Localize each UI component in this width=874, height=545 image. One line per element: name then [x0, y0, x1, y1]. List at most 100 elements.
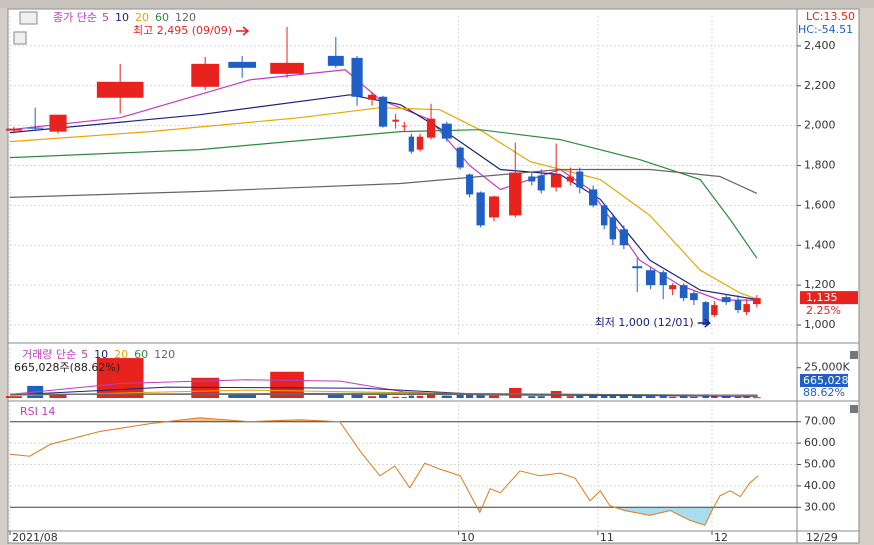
- candle-body: [367, 94, 377, 100]
- x-tick-label: 11: [600, 531, 614, 544]
- pane-button[interactable]: [850, 351, 858, 359]
- pane-button[interactable]: [850, 405, 858, 413]
- legend-entry: 60: [155, 11, 169, 24]
- candle-body: [488, 196, 500, 218]
- candle-body: [476, 192, 485, 226]
- candle-body: [690, 293, 698, 301]
- candle-body: [191, 63, 220, 87]
- volume-bar: [753, 397, 761, 399]
- x-end-label: 12/29: [806, 531, 838, 544]
- change-rate: 2.25%: [806, 304, 841, 317]
- moving-average: [9, 168, 758, 198]
- candle-body: [392, 119, 399, 122]
- legend-entry: 10: [115, 11, 129, 24]
- candle-body: [509, 172, 522, 216]
- volume-bar: [509, 387, 522, 398]
- volume-bar: [228, 394, 257, 398]
- y-tick-label: 2,200: [804, 79, 836, 92]
- annotation-arrow: [236, 26, 250, 36]
- candle-body: [528, 176, 536, 182]
- moving-average: [9, 69, 760, 301]
- y-tick-label: 70.00: [804, 415, 836, 428]
- legend-label: 종가 단순: [53, 11, 97, 24]
- legend-entry: 10: [94, 348, 108, 361]
- candle-body: [466, 174, 474, 195]
- candle-body: [401, 125, 407, 127]
- top-strip: [0, 0, 874, 8]
- candle-body: [679, 285, 688, 299]
- moving-average: [9, 129, 758, 259]
- candle-body: [566, 176, 574, 182]
- volume-header: 665,028주(88.62%): [14, 361, 120, 374]
- volume-bar: [191, 377, 220, 398]
- annotation: 최저 1,000 (12/01): [595, 316, 694, 329]
- candle-body: [378, 96, 388, 127]
- legend-entry: 20: [114, 348, 128, 361]
- volume-bar: [576, 395, 584, 398]
- candle-body: [426, 118, 436, 138]
- y-tick-label: 60.00: [804, 436, 836, 449]
- x-tick-label: 2021/08: [12, 531, 58, 544]
- last-volume: 665,028: [803, 374, 849, 387]
- candle-body: [49, 114, 67, 132]
- y-tick-label: 40.00: [804, 479, 836, 492]
- volume-bar: [466, 394, 474, 398]
- volume-bar: [711, 396, 718, 398]
- overbought-fill: [10, 417, 759, 422]
- candle-body: [659, 272, 667, 286]
- hc-label: HC:-54.51: [798, 23, 853, 36]
- chart-area: [7, 8, 860, 544]
- grid-button[interactable]: [13, 31, 27, 45]
- last-price-box: [800, 291, 858, 305]
- volume-bar: [488, 395, 500, 398]
- candle-body: [669, 285, 677, 290]
- y-tick-label: 50.00: [804, 458, 836, 471]
- volume-ratio: 88.62%: [803, 386, 845, 399]
- volume-bar: [401, 397, 407, 399]
- volume-bar: [566, 396, 574, 398]
- legend-entry: 20: [135, 11, 149, 24]
- lc-label: LC:13.50: [806, 10, 855, 23]
- moving-average: [9, 94, 761, 301]
- candle-body: [327, 55, 344, 66]
- volume-bar: [669, 396, 677, 398]
- volume-bar: [734, 396, 742, 398]
- annotation: 최고 2,495 (09/09): [133, 24, 232, 37]
- volume-bar: [645, 394, 656, 398]
- y-tick-label: 1,600: [804, 198, 836, 211]
- legend-entry: 5: [81, 348, 88, 361]
- volume-bar: [690, 396, 698, 398]
- legend-label: 거래량 단순: [22, 348, 76, 361]
- y-tick-label: 30.00: [804, 500, 836, 513]
- moving-average: [9, 107, 761, 301]
- volume-bar: [619, 394, 628, 398]
- volume-bar: [351, 393, 363, 398]
- candle-body: [96, 81, 144, 98]
- candle-body: [576, 171, 584, 188]
- volume-bar: [721, 396, 731, 398]
- candle-body: [456, 147, 464, 168]
- legend-entry: 5: [102, 11, 109, 24]
- volume-bar: [441, 395, 452, 398]
- candle-body: [702, 302, 709, 326]
- candle-body: [228, 61, 257, 68]
- candle-body: [743, 304, 750, 313]
- candle-body: [600, 205, 608, 226]
- last-volume-box: [800, 374, 848, 387]
- x-tick-label: 10: [461, 531, 475, 544]
- y-tick-label: 2,000: [804, 119, 836, 132]
- candle-body: [408, 136, 415, 152]
- candle-body: [734, 300, 742, 311]
- candle-body: [619, 229, 628, 246]
- volume-bar: [600, 394, 608, 398]
- candle-body: [589, 189, 598, 206]
- annotation-arrow: [697, 318, 711, 328]
- legend-entry: 120: [175, 11, 196, 24]
- menu-button[interactable]: [19, 11, 38, 25]
- volume-bar: [659, 395, 667, 398]
- volume-bar: [367, 396, 377, 398]
- volume-bar: [408, 395, 415, 398]
- volume-bar: [679, 396, 688, 398]
- oversold-fill: [10, 507, 759, 526]
